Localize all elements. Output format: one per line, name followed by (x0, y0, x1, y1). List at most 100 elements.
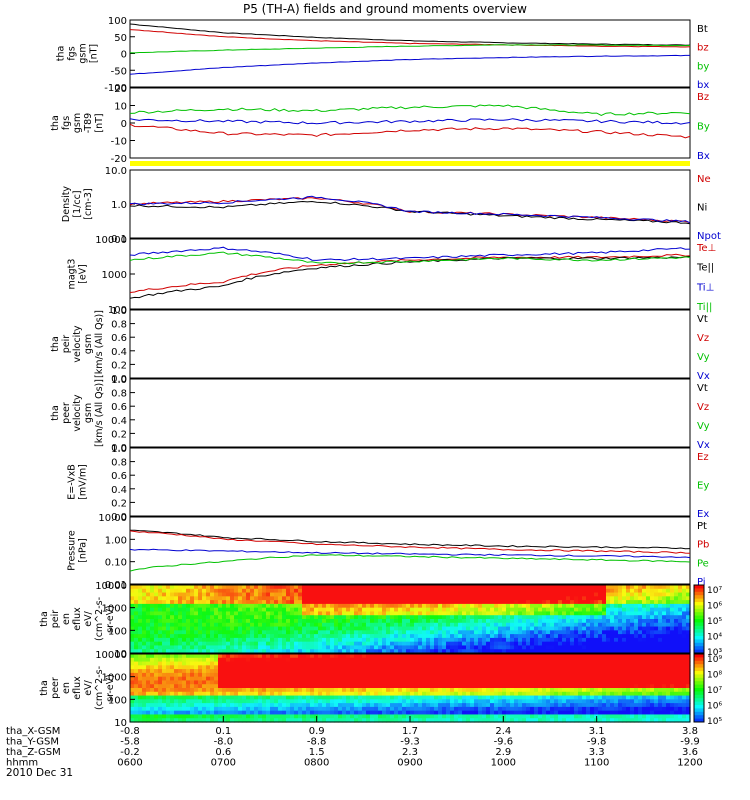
spectrogram-cell (638, 611, 643, 616)
spectrogram-cell (214, 592, 219, 597)
spectrogram-cell (386, 634, 391, 639)
spectrogram-cell (402, 695, 407, 700)
spectrogram-cell (258, 603, 263, 609)
spectrogram-cell (626, 680, 631, 685)
spectrogram-cell (454, 699, 459, 704)
y-tick-label: 20 (114, 84, 127, 95)
spectrogram-cell (618, 626, 623, 631)
spectrogram-cell (210, 600, 215, 605)
spectrogram-cell (330, 649, 335, 654)
spectrogram-cell (202, 585, 207, 590)
spectrogram-cell (294, 718, 299, 723)
y-axis-label: velocity (72, 394, 83, 432)
spectrogram-cell (462, 641, 467, 647)
spectrogram-cell (330, 611, 335, 616)
spectrogram-cell (638, 607, 643, 613)
spectrogram-cell (626, 695, 631, 700)
spectrogram-cell (518, 611, 523, 616)
spectrogram-cell (202, 691, 207, 697)
spectrogram-cell (314, 661, 319, 666)
spectrogram-cell (526, 657, 531, 663)
spectrogram-cell (438, 622, 443, 628)
spectrogram-cell (278, 684, 283, 689)
spectrogram-cell (222, 615, 227, 620)
spectrogram-cell (566, 585, 571, 590)
spectrogram-cell (354, 607, 359, 613)
spectrogram-cell (302, 645, 307, 650)
spectrogram-cell (182, 676, 187, 682)
spectrogram-cell (534, 588, 539, 594)
spectrogram-cell (546, 672, 551, 678)
spectrogram-cell (274, 607, 279, 613)
spectrogram-cell (270, 626, 275, 631)
spectrogram-cell (522, 714, 527, 719)
spectrogram-cell (454, 676, 459, 682)
spectrogram-cell (278, 634, 283, 639)
spectrogram-cell (490, 645, 495, 650)
spectrogram-cell (198, 600, 203, 605)
spectrogram-cell (134, 657, 139, 663)
spectrogram-cell (338, 669, 343, 674)
spectrogram-cell (266, 600, 271, 605)
spectrogram-cell (146, 669, 151, 674)
spectrogram-cell (630, 695, 635, 700)
spectrogram-cell (370, 634, 375, 639)
spectrogram-cell (518, 603, 523, 609)
spectrogram-cell (670, 600, 675, 605)
spectrogram-cell (678, 600, 683, 605)
spectrogram-cell (194, 676, 199, 682)
spectrogram-cell (614, 688, 619, 693)
spectrogram-cell (394, 714, 399, 719)
spectrogram-cell (226, 676, 231, 682)
spectrogram-cell (682, 645, 687, 650)
spectrogram-cell (250, 695, 255, 700)
spectrogram-cell (578, 615, 583, 620)
spectrogram-cell (630, 603, 635, 609)
colorbar-segment (694, 591, 704, 596)
spectrogram-cell (486, 645, 491, 650)
spectrogram-cell (494, 665, 499, 670)
spectrogram-cell (614, 637, 619, 643)
spectrogram-cell (622, 672, 627, 678)
spectrogram-cell (370, 654, 375, 659)
spectrogram-cell (582, 688, 587, 693)
spectrogram-cell (138, 695, 143, 700)
spectrogram-cell (518, 622, 523, 628)
spectrogram-cell (274, 596, 279, 601)
spectrogram-cell (190, 622, 195, 628)
spectrogram-cell (266, 607, 271, 613)
spectrogram-cell (338, 657, 343, 663)
spectrogram-cell (562, 676, 567, 682)
spectrogram-cell (278, 592, 283, 597)
spectrogram-cell (386, 669, 391, 674)
spectrogram-cell (502, 588, 507, 594)
spectrogram-cell (526, 607, 531, 613)
spectrogram-cell (202, 684, 207, 689)
spectrogram-cell (574, 603, 579, 609)
spectrogram-cell (542, 649, 547, 654)
spectrogram-cell (354, 676, 359, 682)
spectrogram-cell (174, 714, 179, 719)
spectrogram-cell (558, 714, 563, 719)
spectrogram-cell (526, 665, 531, 670)
spectrogram-cell (566, 691, 571, 697)
spectrogram-cell (506, 637, 511, 643)
spectrogram-cell (130, 691, 135, 697)
spectrogram-cell (170, 607, 175, 613)
spectrogram-cell (298, 665, 303, 670)
spectrogram-cell (462, 600, 467, 605)
spectrogram-cell (358, 588, 363, 594)
spectrogram-cell (514, 634, 519, 639)
spectrogram-cell (298, 607, 303, 613)
spectrogram-cell (214, 680, 219, 685)
spectrogram-cell (630, 691, 635, 697)
spectrogram-cell (558, 688, 563, 693)
spectrogram-cell (634, 641, 639, 647)
spectrogram-cell (438, 596, 443, 601)
spectrogram-cell (522, 657, 527, 663)
spectrogram-cell (618, 661, 623, 666)
spectrogram-cell (190, 718, 195, 723)
spectrogram-cell (590, 703, 595, 708)
spectrogram-cell (158, 680, 163, 685)
spectrogram-cell (138, 619, 143, 624)
